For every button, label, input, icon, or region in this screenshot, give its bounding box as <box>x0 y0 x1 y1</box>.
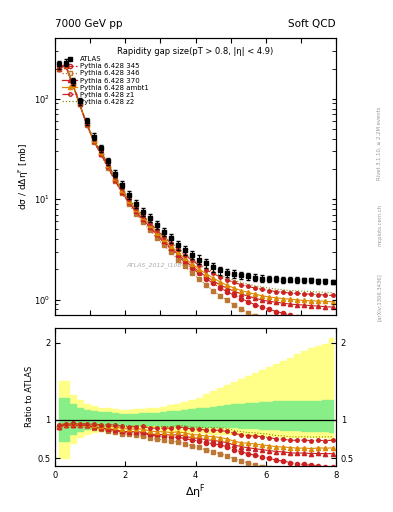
Text: [arXiv:1306.3436]: [arXiv:1306.3436] <box>377 273 382 321</box>
Text: mcplots.cern.ch: mcplots.cern.ch <box>378 204 382 246</box>
Y-axis label: dσ / dΔη$^{\sf F}$ [mb]: dσ / dΔη$^{\sf F}$ [mb] <box>17 143 31 210</box>
Y-axis label: Ratio to ATLAS: Ratio to ATLAS <box>25 366 34 428</box>
Text: 7000 GeV pp: 7000 GeV pp <box>55 19 123 29</box>
Text: ATLAS_2012_I1084540: ATLAS_2012_I1084540 <box>126 263 198 268</box>
Text: Rapidity gap size(pT > 0.8, |η| < 4.9): Rapidity gap size(pT > 0.8, |η| < 4.9) <box>118 47 274 56</box>
Text: Rivet 3.1.10, ≥ 2.2M events: Rivet 3.1.10, ≥ 2.2M events <box>377 106 382 180</box>
Legend: ATLAS, Pythia 6.428 345, Pythia 6.428 346, Pythia 6.428 370, Pythia 6.428 ambt1,: ATLAS, Pythia 6.428 345, Pythia 6.428 34… <box>61 56 150 105</box>
Text: Soft QCD: Soft QCD <box>288 19 336 29</box>
X-axis label: Δη$^{\sf F}$: Δη$^{\sf F}$ <box>185 482 206 501</box>
